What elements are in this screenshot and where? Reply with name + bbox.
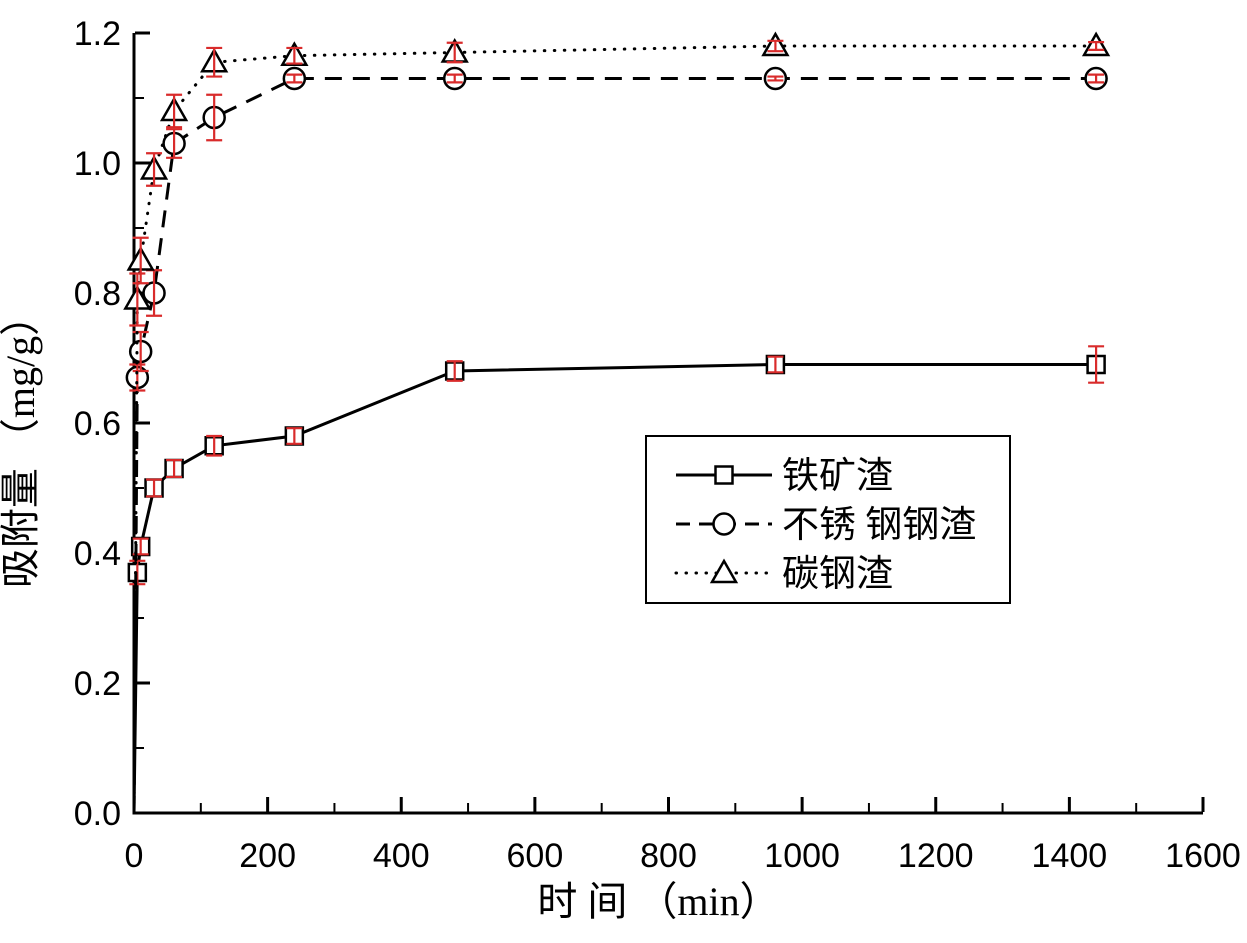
series-line	[132, 44, 1098, 815]
error-bar	[1088, 40, 1105, 52]
error-bar	[446, 360, 463, 382]
error-bar	[446, 41, 463, 64]
x-tick-label: 0	[125, 837, 144, 875]
error-bar	[132, 330, 149, 373]
error-bar	[166, 128, 183, 159]
legend-label: 不锈 钢钢渣	[782, 504, 976, 546]
x-tick-label: 1400	[1032, 837, 1108, 875]
error-bar	[146, 152, 163, 187]
circle-marker	[712, 512, 736, 536]
legend-entry-stainless-steel-slag: 不锈 钢钢渣	[676, 504, 976, 546]
x-tick-label: 1200	[898, 837, 974, 875]
error-bar	[286, 427, 303, 445]
legend-label: 铁矿渣	[782, 455, 893, 497]
legend-label: 碳钢渣	[782, 553, 893, 595]
error-bar	[1088, 345, 1105, 384]
y-tick-labels: 0.0 0.2 0.4 0.6 0.8 1.0 1.2	[74, 15, 121, 833]
x-tick-labels: 0 200 400 600 800 1000 1200 1400 1600	[125, 837, 1241, 875]
error-bar	[446, 73, 463, 84]
y-tick-label: 0.0	[74, 795, 121, 833]
series-line	[132, 363, 1097, 814]
x-tick-label: 600	[507, 837, 564, 875]
x-axis-title: 时 间 （min）	[537, 879, 779, 924]
error-bar	[206, 434, 223, 457]
x-axis-ticks	[132, 797, 1205, 812]
legend-entry-carbon-steel-slag: 碳钢渣	[674, 553, 893, 595]
x-tick-label: 1000	[764, 837, 840, 875]
series-stainless-steel-slag	[125, 66, 1108, 814]
error-bar	[166, 458, 183, 479]
y-tick-label: 1.2	[74, 15, 121, 53]
triangle-marker	[709, 558, 739, 584]
error-bar	[206, 93, 223, 142]
error-bar	[132, 236, 149, 285]
error-bar	[767, 75, 784, 82]
x-tick-label: 800	[640, 837, 697, 875]
axes	[132, 33, 1203, 815]
error-bar	[767, 39, 784, 53]
error-bar	[1088, 73, 1105, 84]
series-iron-ore-slag	[127, 345, 1106, 814]
legend-entry-iron-ore-slag: 铁矿渣	[676, 455, 893, 497]
error-bar	[767, 355, 784, 374]
error-bar	[286, 46, 303, 65]
y-tick-label: 0.4	[74, 535, 121, 573]
x-tick-label: 400	[373, 837, 430, 875]
error-bar	[146, 478, 163, 498]
error-bar	[206, 46, 223, 78]
x-tick-label: 200	[239, 837, 296, 875]
y-tick-label: 0.8	[74, 275, 121, 313]
square-marker	[714, 465, 734, 485]
error-bar	[166, 93, 183, 129]
series-carbon-steel-slag	[123, 31, 1111, 815]
error-bar	[129, 363, 146, 392]
y-tick-label: 0.2	[74, 665, 121, 703]
y-tick-label: 1.0	[74, 145, 121, 183]
error-bar	[286, 73, 303, 84]
x-tick-label: 1600	[1165, 837, 1241, 875]
y-axis-title: 吸附量 （mg/g）	[0, 296, 43, 588]
y-tick-label: 0.6	[74, 405, 121, 443]
legend-box	[645, 435, 1011, 604]
